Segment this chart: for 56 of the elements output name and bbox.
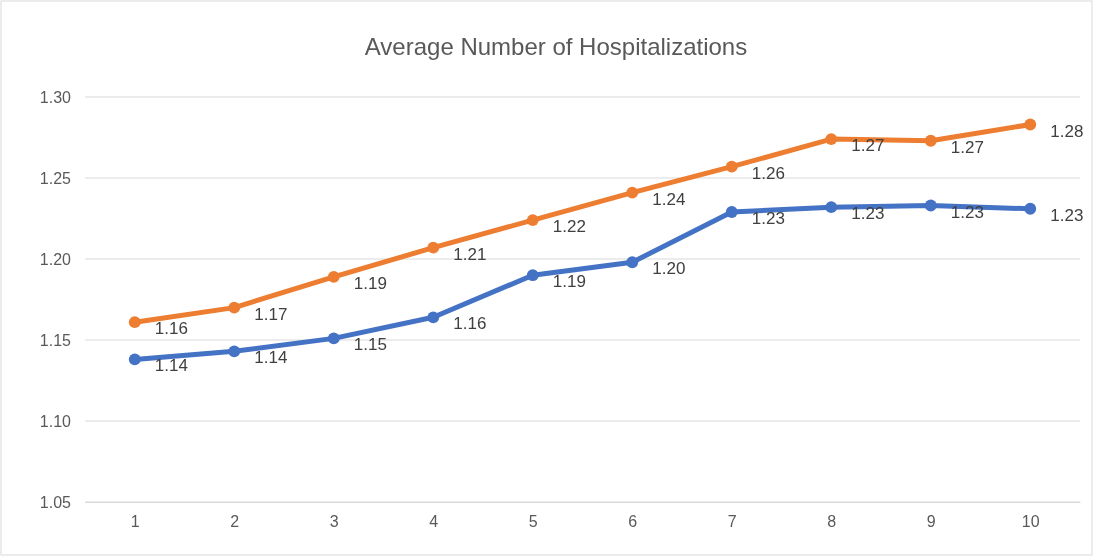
data-label: 1.16 (154, 319, 188, 339)
data-label: 1.20 (652, 259, 686, 279)
point (427, 311, 440, 324)
data-label: 1.15 (353, 335, 387, 355)
x-tick-label: 5 (528, 513, 538, 531)
point (1024, 202, 1037, 215)
y-tick-label: 1.10 (39, 412, 72, 430)
y-tick-label: 1.30 (39, 88, 72, 106)
point (626, 256, 639, 269)
chart-title: Average Number of Hospitalizations (364, 33, 748, 60)
point (228, 301, 241, 314)
y-tick-label: 1.05 (39, 493, 72, 511)
point (1024, 118, 1037, 131)
x-tick-label: 3 (329, 513, 339, 531)
data-label: 1.21 (453, 244, 487, 264)
x-tick-label: 1 (130, 513, 140, 531)
point (427, 241, 440, 254)
data-label: 1.28 (1050, 121, 1084, 141)
point (725, 206, 738, 218)
data-label: 1.16 (453, 314, 487, 334)
y-tick-label: 1.20 (39, 250, 72, 268)
y-tick-label: 1.25 (39, 169, 72, 187)
data-label: 1.14 (154, 356, 188, 376)
data-label: 1.23 (1050, 205, 1084, 225)
x-tick-label: 6 (628, 513, 638, 531)
point (228, 345, 241, 358)
point (725, 160, 738, 173)
data-label: 1.17 (254, 304, 288, 324)
y-tick-label: 1.15 (39, 331, 72, 349)
data-label: 1.27 (950, 137, 984, 157)
point (526, 269, 539, 282)
point (924, 134, 937, 147)
x-tick-label: 8 (827, 513, 837, 531)
data-label: 1.27 (851, 136, 885, 156)
point (825, 133, 838, 146)
data-label: 1.22 (552, 217, 586, 237)
point (128, 316, 141, 329)
point (327, 332, 340, 345)
point (128, 353, 141, 366)
point (327, 270, 340, 283)
data-label: 1.19 (353, 273, 387, 293)
x-tick-label: 9 (926, 513, 936, 531)
data-label: 1.14 (254, 348, 288, 368)
data-label: 1.19 (552, 272, 586, 292)
data-label: 1.23 (751, 209, 785, 229)
point (526, 214, 539, 227)
x-tick-label: 10 (1021, 513, 1040, 531)
data-label: 1.24 (652, 189, 686, 209)
x-tick-label: 7 (727, 513, 737, 531)
point (825, 201, 838, 214)
point (626, 186, 639, 199)
data-label: 1.26 (751, 163, 785, 183)
point (924, 199, 937, 212)
x-tick-label: 4 (429, 513, 439, 531)
data-label: 1.23 (851, 204, 885, 224)
x-tick-label: 2 (230, 513, 240, 531)
